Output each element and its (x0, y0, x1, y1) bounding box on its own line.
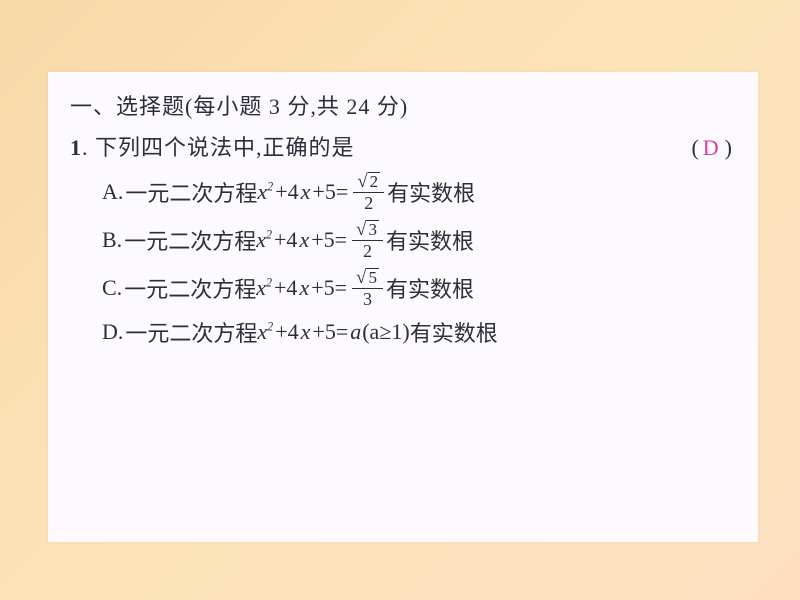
poly-tail: +5= (311, 227, 347, 252)
stem-text: 下列四个说法中,正确的是 (95, 135, 355, 160)
condition: (a≥1) (362, 319, 410, 345)
equation-lhs: x2+4x+5= (257, 319, 350, 345)
poly-x: x (256, 275, 266, 300)
question-1-row: 1. 下列四个说法中,正确的是 (D) (70, 131, 736, 164)
poly-x2: x (299, 227, 309, 252)
poly-exp: 2 (266, 276, 272, 290)
option-label: A. (102, 179, 123, 205)
rhs-a: a (350, 319, 361, 345)
fraction-num: √2 (353, 172, 384, 193)
fraction: √3 2 (352, 220, 383, 260)
poly-tail: +5= (312, 319, 348, 344)
radicand: 3 (366, 220, 379, 239)
poly-tail: +5= (312, 179, 348, 204)
option-a: A. 一元二次方程 x2+4x+5= √2 2 有实数根 (102, 172, 736, 212)
fraction-num: √5 (352, 268, 383, 289)
option-prefix: 一元二次方程 (124, 224, 256, 256)
fraction: √5 3 (352, 268, 383, 308)
fraction-num: √3 (352, 220, 383, 241)
poly-tail: +5= (311, 275, 347, 300)
question-stem: 1. 下列四个说法中,正确的是 (70, 131, 355, 164)
option-label: C. (102, 275, 122, 301)
sqrt-icon: √3 (356, 220, 379, 239)
poly-mid: +4 (274, 275, 297, 300)
dot: . (82, 135, 95, 160)
poly-mid: +4 (274, 227, 297, 252)
poly-x2: x (301, 179, 311, 204)
radicand: 2 (368, 172, 381, 191)
option-prefix: 一元二次方程 (125, 316, 257, 348)
option-c: C. 一元二次方程 x2+4x+5= √5 3 有实数根 (102, 268, 736, 308)
poly-x: x (256, 227, 266, 252)
poly-x2: x (301, 319, 311, 344)
section-label: 一、选择题 (70, 94, 185, 119)
fraction-den: 3 (363, 289, 372, 308)
poly-mid: +4 (275, 179, 298, 204)
equation-lhs: x2+4x+5= (256, 227, 349, 253)
section-header: 一、选择题(每小题 3 分,共 24 分) (70, 90, 736, 123)
equation-lhs: x2+4x+5= (257, 179, 350, 205)
sqrt-icon: √5 (356, 268, 379, 287)
option-suffix: 有实数根 (387, 176, 475, 208)
option-d: D. 一元二次方程 x2+4x+5= a (a≥1) 有实数根 (102, 316, 736, 348)
fraction: √2 2 (353, 172, 384, 212)
points-note: (每小题 3 分,共 24 分) (185, 94, 408, 119)
answer-letter: D (703, 135, 725, 160)
option-suffix: 有实数根 (410, 316, 498, 348)
fraction-den: 2 (364, 193, 373, 212)
paren-open: ( (691, 135, 702, 160)
sqrt-icon: √2 (357, 172, 380, 191)
option-b: B. 一元二次方程 x2+4x+5= √3 2 有实数根 (102, 220, 736, 260)
option-label: B. (102, 227, 122, 253)
poly-exp: 2 (267, 320, 273, 334)
equation-lhs: x2+4x+5= (256, 275, 349, 301)
question-number: 1 (70, 135, 82, 160)
poly-x: x (257, 179, 267, 204)
poly-x2: x (299, 275, 309, 300)
poly-exp: 2 (267, 180, 273, 194)
paren-close: ) (725, 135, 736, 160)
option-suffix: 有实数根 (386, 272, 474, 304)
fraction-den: 2 (363, 241, 372, 260)
option-suffix: 有实数根 (386, 224, 474, 256)
poly-x: x (257, 319, 267, 344)
option-label: D. (102, 319, 123, 345)
poly-mid: +4 (275, 319, 298, 344)
poly-exp: 2 (266, 228, 272, 242)
option-prefix: 一元二次方程 (125, 176, 257, 208)
radicand: 5 (366, 268, 379, 287)
exam-page: 一、选择题(每小题 3 分,共 24 分) 1. 下列四个说法中,正确的是 (D… (48, 72, 758, 542)
answer-paren: (D) (691, 131, 736, 164)
option-prefix: 一元二次方程 (124, 272, 256, 304)
